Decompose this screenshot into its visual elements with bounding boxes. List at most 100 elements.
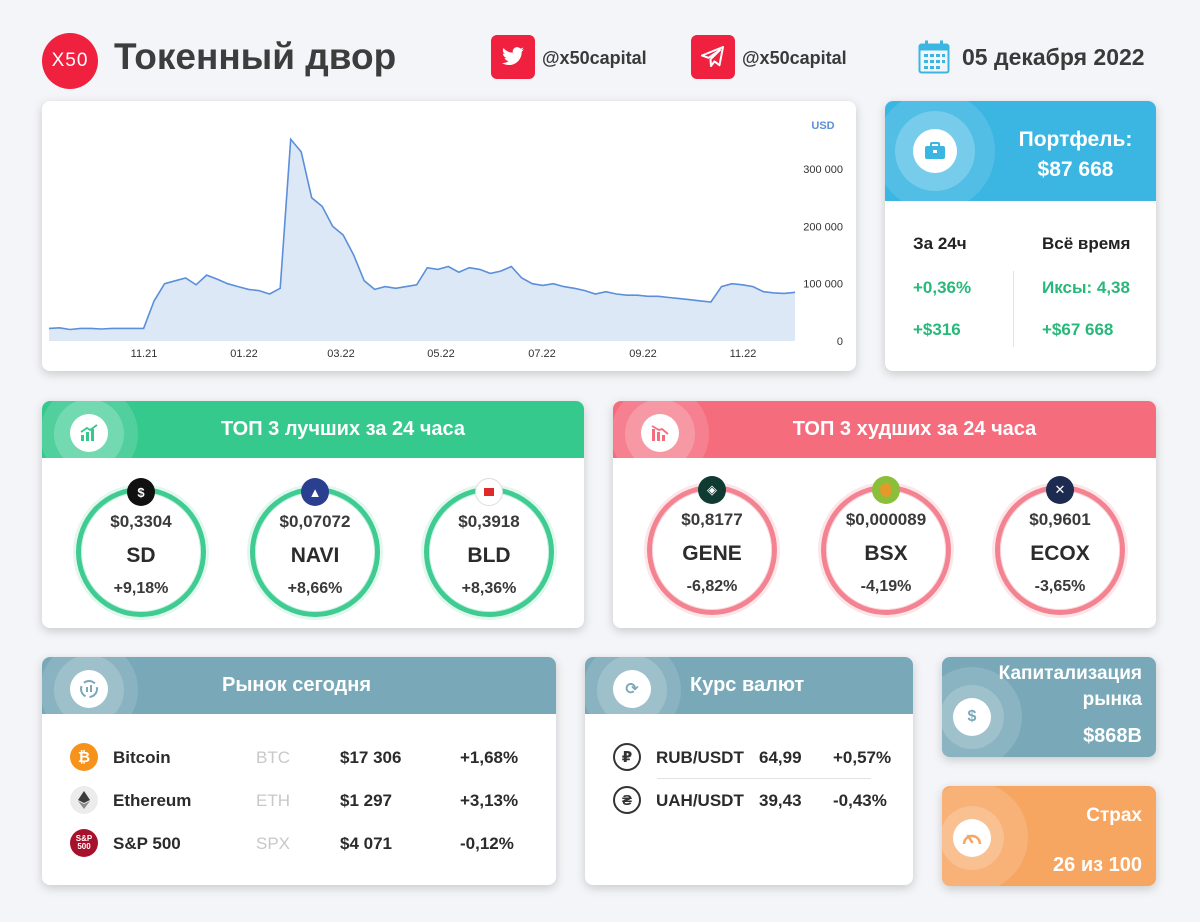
hryvnia-icon: ₴ bbox=[613, 786, 641, 814]
coin-change: -6,82% bbox=[686, 578, 738, 595]
calendar-icon bbox=[918, 40, 950, 79]
x-axis-ticks: 11.21 01.22 03.22 05.22 07.22 09.22 11.22 bbox=[131, 348, 757, 360]
day-change-pct: +0,36% bbox=[913, 278, 972, 297]
top-best-header: ТОП 3 лучших за 24 часа bbox=[42, 401, 584, 483]
market-cap-title-line2: рынка bbox=[1082, 689, 1142, 710]
col-24h-label: За 24ч bbox=[913, 234, 967, 253]
top-worst-title: ТОП 3 худших за 24 часа bbox=[792, 418, 1037, 440]
coin-card-sd[interactable]: $ $0,3304 SD +9,18% bbox=[76, 478, 206, 617]
market-cap-card: $ Капитализация рынка $868B bbox=[942, 657, 1156, 757]
coin-symbol: BLD bbox=[467, 544, 511, 567]
coin-change: -4,19% bbox=[860, 578, 912, 595]
x-tick-label: 07.22 bbox=[528, 348, 556, 360]
fx-divider bbox=[657, 778, 871, 779]
bsx-coin-icon bbox=[872, 476, 900, 504]
coin-symbol: BSX bbox=[864, 542, 908, 565]
ruble-icon: ₽ bbox=[613, 743, 641, 771]
top-best-card: ТОП 3 лучших за 24 часа $ $0,3304 SD +9,… bbox=[42, 401, 584, 628]
fear-value: 26 из 100 bbox=[1053, 854, 1142, 876]
page-title: Токенный двор bbox=[114, 36, 397, 77]
market-cycle-icon bbox=[70, 670, 108, 708]
coin-card-ecox[interactable]: ✕ $0,9601 ECOX -3,65% bbox=[995, 476, 1125, 615]
x-tick-label: 01.22 bbox=[230, 348, 258, 360]
market-ticker: ETH bbox=[256, 791, 290, 810]
telegram-icon[interactable] bbox=[691, 35, 735, 79]
market-cap-value: $868B bbox=[1083, 725, 1142, 747]
x-tick-label: 03.22 bbox=[327, 348, 355, 360]
top-best-title: ТОП 3 лучших за 24 часа bbox=[220, 418, 466, 440]
market-price: $4 071 bbox=[340, 834, 392, 853]
fx-pair: UAH/USDT bbox=[656, 791, 744, 810]
y-tick-label: 0 bbox=[837, 336, 843, 348]
y-tick-label: 300 000 bbox=[803, 164, 843, 176]
coin-change: -3,65% bbox=[1034, 578, 1086, 595]
alltime-multiple: Иксы: 4,38 bbox=[1042, 278, 1130, 297]
coin-change: +9,18% bbox=[113, 580, 169, 597]
bld-coin-icon bbox=[475, 478, 503, 506]
market-change: +3,13% bbox=[460, 791, 519, 810]
sp500-icon: S&P 500 bbox=[70, 829, 98, 857]
market-cap-title: Капитализация рынка bbox=[999, 661, 1142, 713]
day-change-usd: +$316 bbox=[913, 320, 961, 339]
market-price: $1 297 bbox=[340, 791, 392, 810]
gene-coin-icon: ◈ bbox=[698, 476, 726, 504]
top-worst-header: ТОП 3 худших за 24 часа bbox=[613, 401, 1156, 483]
coin-card-navi[interactable]: ▲ $0,07072 NAVI +8,66% bbox=[250, 478, 380, 617]
fear-title: Страх bbox=[1086, 805, 1142, 826]
telegram-handle[interactable]: @x50capital bbox=[742, 48, 847, 68]
fx-title: Курс валют bbox=[690, 674, 805, 696]
bitcoin-icon: ₿ bbox=[70, 743, 98, 771]
currency-exchange-icon: ⟳ bbox=[613, 670, 651, 708]
col-alltime-label: Всё время bbox=[1042, 234, 1131, 253]
market-title: Рынок сегодня bbox=[222, 674, 371, 696]
x-tick-label: 11.21 bbox=[131, 348, 158, 360]
market-header: Рынок сегодня bbox=[42, 657, 556, 739]
twitter-icon[interactable] bbox=[491, 35, 535, 79]
coin-card-gene[interactable]: ◈ $0,8177 GENE -6,82% bbox=[647, 476, 777, 615]
fx-rate: 64,99 bbox=[759, 748, 802, 767]
x-tick-label: 05.22 bbox=[427, 348, 455, 360]
chart-series-line bbox=[48, 137, 796, 331]
coin-card-bld[interactable]: $0,3918 BLD +8,36% bbox=[424, 478, 554, 617]
ecox-coin-icon: ✕ bbox=[1046, 476, 1074, 504]
report-date: 05 декабря 2022 bbox=[962, 44, 1145, 70]
fx-change: +0,57% bbox=[833, 748, 892, 767]
x-tick-label: 11.22 bbox=[730, 348, 757, 360]
chart-area bbox=[49, 139, 795, 341]
market-card: Рынок сегодня ₿ Bitcoin BTC $17 306 +1,6… bbox=[42, 657, 556, 885]
y-axis-ticks: 0 100 000 200 000 300 000 bbox=[803, 164, 843, 348]
money-bag-icon: $ bbox=[953, 698, 991, 736]
chart-unit-label: USD bbox=[811, 120, 834, 132]
fx-rate: 39,43 bbox=[759, 791, 802, 810]
x-tick-label: 09.22 bbox=[629, 348, 657, 360]
coin-price: $0,9601 bbox=[1029, 510, 1091, 529]
y-tick-label: 200 000 bbox=[803, 221, 843, 233]
portfolio-chart: USD 0 100 000 200 000 300 000 11.21 01.22 03.… bbox=[48, 120, 843, 360]
market-name: Bitcoin bbox=[113, 748, 171, 767]
portfolio-chart-card: USD 0 100 000 200 000 300 000 11.21 01.22 03.… bbox=[42, 101, 856, 371]
coin-price: $0,3304 bbox=[110, 512, 172, 531]
coin-price: $0,000089 bbox=[845, 510, 927, 529]
twitter-handle[interactable]: @x50capital bbox=[542, 48, 647, 68]
market-price: $17 306 bbox=[340, 748, 402, 767]
ethereum-icon bbox=[70, 786, 98, 814]
coin-price: $0,8177 bbox=[681, 510, 743, 529]
market-ticker: SPX bbox=[256, 834, 291, 853]
alltime-change-usd: +$67 668 bbox=[1042, 320, 1114, 339]
navi-coin-icon: ▲ bbox=[301, 478, 329, 506]
portfolio-title: Портфель: bbox=[1018, 128, 1133, 151]
sd-coin-icon: $ bbox=[127, 478, 155, 506]
market-ticker: BTC bbox=[256, 748, 290, 767]
portfolio-divider bbox=[1013, 271, 1014, 347]
coin-symbol: ECOX bbox=[1030, 542, 1090, 565]
portfolio-card: Портфель: $87 668 За 24ч Всё время +0,36… bbox=[885, 101, 1156, 371]
market-change: +1,68% bbox=[460, 748, 519, 767]
coin-change: +8,36% bbox=[461, 580, 517, 597]
coin-change: +8,66% bbox=[287, 580, 343, 597]
coin-card-bsx[interactable]: $0,000089 BSX -4,19% bbox=[821, 476, 951, 615]
fear-greed-card: Страх 26 из 100 bbox=[942, 786, 1156, 886]
market-name: S&P 500 bbox=[113, 834, 181, 853]
fx-pair: RUB/USDT bbox=[656, 748, 744, 767]
gauge-icon bbox=[953, 819, 991, 857]
coin-price: $0,3918 bbox=[458, 512, 520, 531]
